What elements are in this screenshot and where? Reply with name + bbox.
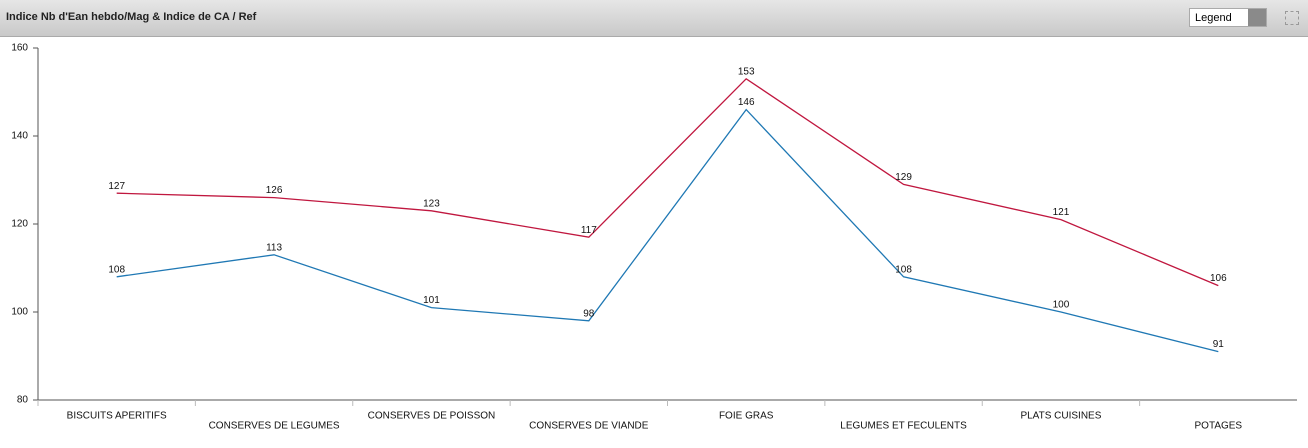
data-label: 127 bbox=[108, 181, 125, 192]
series-line bbox=[116, 77, 1219, 287]
data-label: 108 bbox=[108, 264, 125, 275]
data-label: 121 bbox=[1053, 207, 1070, 218]
series-line bbox=[116, 108, 1219, 353]
data-label: 91 bbox=[1213, 339, 1225, 350]
data-label: 126 bbox=[266, 185, 283, 196]
data-label: 106 bbox=[1210, 273, 1227, 284]
x-tick-label: LEGUMES ET FECULENTS bbox=[840, 421, 967, 432]
data-label: 100 bbox=[1053, 300, 1070, 311]
data-label: 117 bbox=[581, 225, 597, 236]
x-tick-label: FOIE GRAS bbox=[719, 411, 774, 422]
legend-dropdown[interactable]: Legend bbox=[1189, 8, 1267, 27]
x-tick-label: POTAGES bbox=[1195, 421, 1243, 432]
x-tick-label: CONSERVES DE LEGUMES bbox=[209, 421, 340, 432]
data-label: 108 bbox=[895, 264, 912, 275]
chart: 80 100 120 140 160 BISCUITS APERITIFS CONSERVE… bbox=[11, 43, 1297, 432]
data-label: 123 bbox=[423, 198, 440, 209]
x-tick-label: PLATS CUISINES bbox=[1020, 411, 1101, 422]
data-label: 146 bbox=[738, 97, 755, 108]
data-label: 129 bbox=[895, 172, 912, 183]
chart-title: Indice Nb d'Ean hebdo/Mag & Indice de CA… bbox=[6, 11, 257, 23]
header: Indice Nb d'Ean hebdo/Mag & Indice de CA… bbox=[0, 0, 1308, 37]
x-tick-label: CONSERVES DE POISSON bbox=[368, 411, 496, 422]
expand-icon[interactable] bbox=[1285, 11, 1299, 25]
y-tick-label: 120 bbox=[11, 219, 28, 230]
dropdown-arrow[interactable] bbox=[1248, 9, 1266, 26]
data-label: 153 bbox=[738, 66, 755, 77]
y-tick-label: 100 bbox=[11, 307, 28, 318]
y-tick-label: 140 bbox=[11, 131, 28, 142]
data-label: 113 bbox=[266, 242, 282, 253]
x-tick-label: BISCUITS APERITIFS bbox=[67, 411, 167, 422]
y-tick-label: 80 bbox=[17, 395, 29, 406]
y-tick-label: 160 bbox=[11, 43, 28, 54]
data-label: 101 bbox=[423, 295, 440, 306]
x-tick-label: CONSERVES DE VIANDE bbox=[529, 421, 649, 432]
data-label: 98 bbox=[583, 308, 595, 319]
legend-label[interactable]: Legend bbox=[1195, 12, 1232, 24]
